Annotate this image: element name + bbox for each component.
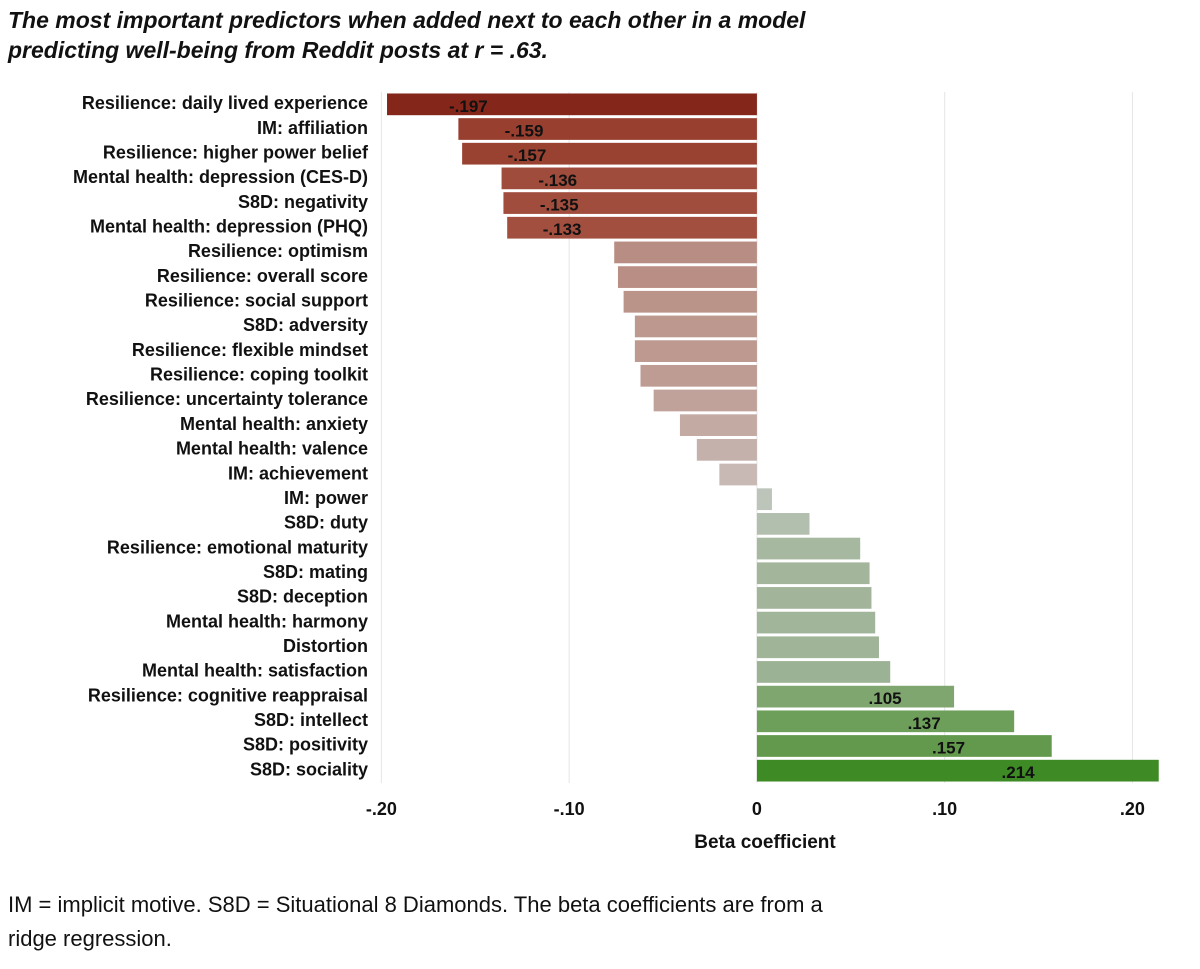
y-tick-label: Mental health: depression (CES-D): [73, 167, 368, 187]
y-tick-label: S8D: sociality: [250, 759, 368, 779]
data-label: -.197: [449, 97, 488, 116]
bar: [634, 315, 757, 338]
bar: [503, 192, 757, 214]
y-tick-label: IM: affiliation: [257, 118, 368, 138]
bar: [756, 710, 1015, 733]
bar: [719, 463, 757, 486]
data-label: -.133: [543, 220, 582, 239]
y-tick-label: Mental health: satisfaction: [142, 661, 368, 681]
bar: [679, 414, 757, 437]
bar: [617, 266, 757, 288]
bar: [756, 488, 772, 511]
y-tick-label: S8D: adversity: [243, 315, 368, 335]
bar: [458, 118, 757, 140]
y-tick-label: IM: achievement: [228, 463, 368, 483]
data-label: .214: [1002, 763, 1036, 782]
y-tick-label: Resilience: coping toolkit: [150, 365, 368, 385]
y-tick-label: Resilience: optimism: [188, 241, 368, 261]
bar: [756, 759, 1159, 782]
data-label: .137: [908, 714, 941, 733]
bar: [756, 513, 810, 535]
bar: [387, 93, 757, 116]
x-axis-label: Beta coefficient: [694, 832, 836, 853]
y-tick-label: S8D: mating: [263, 562, 368, 582]
bar: [501, 167, 757, 190]
bar: [623, 290, 757, 313]
bar: [756, 587, 872, 609]
bar: [640, 364, 757, 387]
y-tick-label: S8D: positivity: [243, 735, 368, 755]
bar: [696, 438, 757, 461]
y-tick-label: S8D: negativity: [238, 192, 368, 212]
data-label: .105: [869, 689, 902, 708]
y-tick-label: S8D: intellect: [254, 710, 368, 730]
x-tick-label: 0: [752, 799, 762, 819]
y-tick-label: S8D: deception: [237, 587, 368, 607]
x-tick-label: -.10: [554, 799, 585, 819]
y-tick-label: Resilience: overall score: [157, 266, 368, 286]
x-tick-label: .10: [932, 799, 957, 819]
footnote: IM = implicit motive. S8D = Situational …: [8, 892, 824, 951]
data-label: -.136: [538, 171, 577, 190]
data-label: -.159: [505, 122, 544, 141]
data-label: .157: [932, 738, 965, 757]
y-tick-label: Mental health: valence: [176, 439, 368, 459]
y-tick-label: Mental health: depression (PHQ): [90, 216, 368, 236]
bar: [756, 685, 955, 708]
y-tick-label: Resilience: daily lived experience: [82, 93, 368, 113]
bar: [462, 142, 757, 165]
data-label: -.157: [508, 146, 547, 165]
y-tick-label: IM: power: [284, 488, 368, 508]
bar: [756, 537, 861, 560]
y-tick-label: Resilience: flexible mindset: [132, 340, 368, 360]
y-tick-label: Mental health: anxiety: [180, 414, 368, 434]
bar: [634, 340, 757, 362]
bar: [756, 735, 1052, 757]
bar: [756, 562, 870, 585]
bar: [756, 661, 891, 683]
bar: [756, 611, 876, 634]
y-tick-label: Resilience: social support: [145, 291, 368, 311]
y-tick-label: Resilience: cognitive reappraisal: [88, 685, 368, 705]
bar: [507, 216, 757, 239]
y-tick-label: S8D: duty: [284, 513, 368, 533]
y-tick-label: Distortion: [283, 636, 368, 656]
data-label: -.135: [540, 196, 579, 215]
y-tick-label: Mental health: harmony: [166, 611, 368, 631]
x-tick-label: -.20: [366, 799, 397, 819]
y-tick-label: Resilience: emotional maturity: [107, 537, 368, 557]
bar: [614, 241, 757, 264]
bar: [756, 636, 879, 659]
x-tick-label: .20: [1120, 799, 1145, 819]
bar: [653, 389, 757, 412]
chart-title: The most important predictors when added…: [7, 7, 806, 63]
y-tick-label: Resilience: higher power belief: [103, 142, 369, 162]
y-tick-label: Resilience: uncertainty tolerance: [86, 389, 368, 409]
